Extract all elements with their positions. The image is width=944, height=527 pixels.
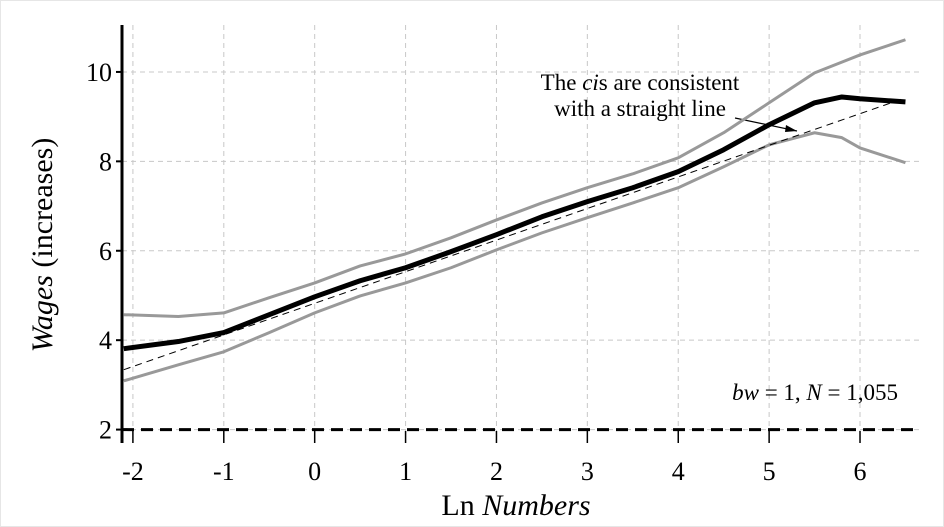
x-tick-label: -2 — [122, 457, 144, 486]
x-tick-label: 6 — [854, 457, 867, 486]
series-line — [123, 131, 906, 383]
text-run: (increases) — [26, 138, 59, 275]
text-run: N — [805, 380, 823, 405]
y-tick-label: 6 — [99, 237, 112, 266]
x-axis-label: Ln Numbers — [441, 489, 590, 522]
text-run: = 1,055 — [822, 380, 898, 405]
text-run: s are consistent — [599, 70, 740, 95]
x-tick-label: 0 — [308, 457, 321, 486]
y-tick-label: 2 — [99, 416, 112, 445]
annotation: with a straight line — [554, 96, 726, 121]
text-run: = 1, — [759, 380, 806, 405]
annotation: bw = 1, N = 1,055 — [732, 380, 898, 405]
text-run: Numbers — [481, 489, 590, 522]
x-tick-label: 4 — [672, 457, 685, 486]
x-tick-label: 2 — [490, 457, 503, 486]
series-line — [123, 94, 906, 352]
text-run: The — [541, 70, 583, 95]
arrow-head — [785, 125, 797, 132]
text-run: ci — [582, 70, 599, 95]
text-run: with a straight line — [554, 96, 726, 121]
y-tick-label: 10 — [86, 58, 112, 87]
annotation: The cis are consistent — [541, 70, 740, 95]
y-tick-label: 8 — [99, 147, 112, 176]
series-line — [123, 97, 906, 371]
x-tick-label: 3 — [581, 457, 594, 486]
x-tick-label: 5 — [763, 457, 776, 486]
y-tick-label: 4 — [99, 326, 112, 355]
text-run: Wages — [26, 275, 59, 352]
text-run: bw — [732, 380, 760, 405]
series-line — [123, 38, 906, 318]
x-tick-label: 1 — [399, 457, 412, 486]
text-run: Ln — [441, 489, 482, 522]
x-tick-label: -1 — [213, 457, 235, 486]
y-axis-label: Wages (increases) — [26, 138, 59, 353]
